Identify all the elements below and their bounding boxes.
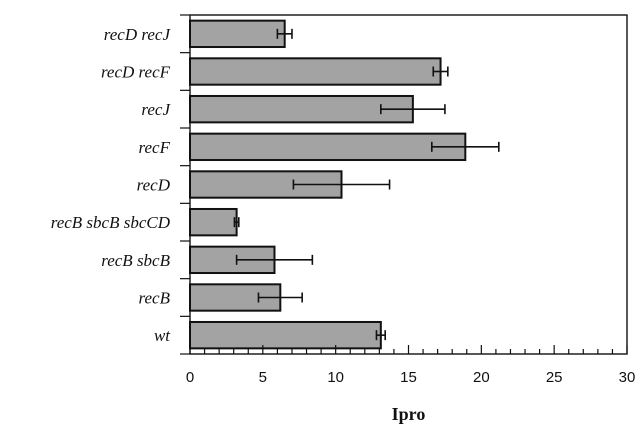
- x-tick-label: 30: [619, 369, 636, 386]
- bar-wt: [189, 320, 382, 350]
- category-label: recD: [137, 176, 171, 195]
- bar-recF: [189, 132, 467, 162]
- x-axis-title: Ipro: [392, 404, 426, 424]
- error-bar: [431, 141, 500, 152]
- x-tick-labels: 0 5 10 15 20 25 30: [186, 369, 636, 386]
- x-tick-label: 20: [473, 369, 490, 386]
- error-bar: [276, 28, 293, 39]
- bar-recD-recF: [189, 57, 442, 86]
- bar-recB-sbcB-sbcCD: [189, 207, 238, 237]
- category-label: recJ: [141, 100, 171, 119]
- x-tick-label: 0: [186, 369, 194, 386]
- category-label: recB: [139, 289, 171, 308]
- x-tick-label: 25: [546, 369, 563, 386]
- y-axis-ticks: [180, 14, 190, 355]
- error-bar: [380, 104, 446, 115]
- x-tick-label: 10: [327, 369, 344, 386]
- x-tick-label: 15: [400, 369, 417, 386]
- category-label: recD recJ: [104, 25, 172, 44]
- category-labels: recD recJ recD recF recJ recF recD recB sbcB …: [51, 25, 172, 345]
- error-bar: [235, 254, 314, 265]
- bar-recJ: [189, 94, 414, 124]
- category-label: wt: [154, 326, 171, 345]
- error-bars: [233, 28, 500, 341]
- category-label: recD recF: [101, 63, 171, 82]
- plot-frame: [189, 14, 628, 355]
- error-bar: [233, 217, 240, 228]
- category-label: recB sbcB sbcCD: [51, 213, 171, 232]
- error-bar: [292, 179, 391, 190]
- error-bar: [432, 66, 449, 77]
- bars: [189, 19, 467, 350]
- category-label: recB sbcB: [101, 251, 170, 270]
- error-bar: [257, 292, 303, 303]
- error-bar: [375, 330, 386, 341]
- category-label: recF: [139, 138, 171, 157]
- bar-recD-recJ: [189, 19, 286, 49]
- x-tick-label: 5: [259, 369, 267, 386]
